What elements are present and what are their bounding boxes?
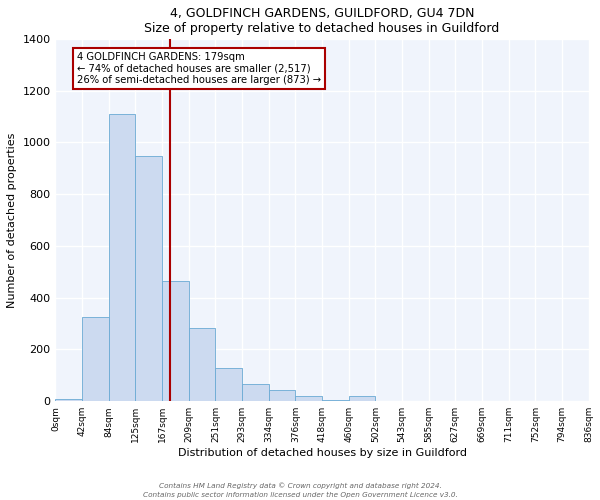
Bar: [349, 396, 376, 402]
X-axis label: Distribution of detached houses by size in Guildford: Distribution of detached houses by size …: [178, 448, 467, 458]
Bar: [295, 396, 322, 402]
Text: 4 GOLDFINCH GARDENS: 179sqm
← 74% of detached houses are smaller (2,517)
26% of : 4 GOLDFINCH GARDENS: 179sqm ← 74% of det…: [77, 52, 321, 85]
Bar: [136, 156, 162, 402]
Bar: [269, 390, 295, 402]
Bar: [189, 328, 215, 402]
Y-axis label: Number of detached properties: Number of detached properties: [7, 132, 17, 308]
Bar: [109, 114, 136, 402]
Bar: [242, 384, 269, 402]
Bar: [215, 368, 242, 402]
Bar: [322, 400, 349, 402]
Title: 4, GOLDFINCH GARDENS, GUILDFORD, GU4 7DN
Size of property relative to detached h: 4, GOLDFINCH GARDENS, GUILDFORD, GU4 7DN…: [145, 7, 500, 35]
Bar: [82, 316, 109, 402]
Text: Contains HM Land Registry data © Crown copyright and database right 2024.
Contai: Contains HM Land Registry data © Crown c…: [143, 482, 457, 498]
Bar: [162, 281, 189, 402]
Bar: [55, 398, 82, 402]
